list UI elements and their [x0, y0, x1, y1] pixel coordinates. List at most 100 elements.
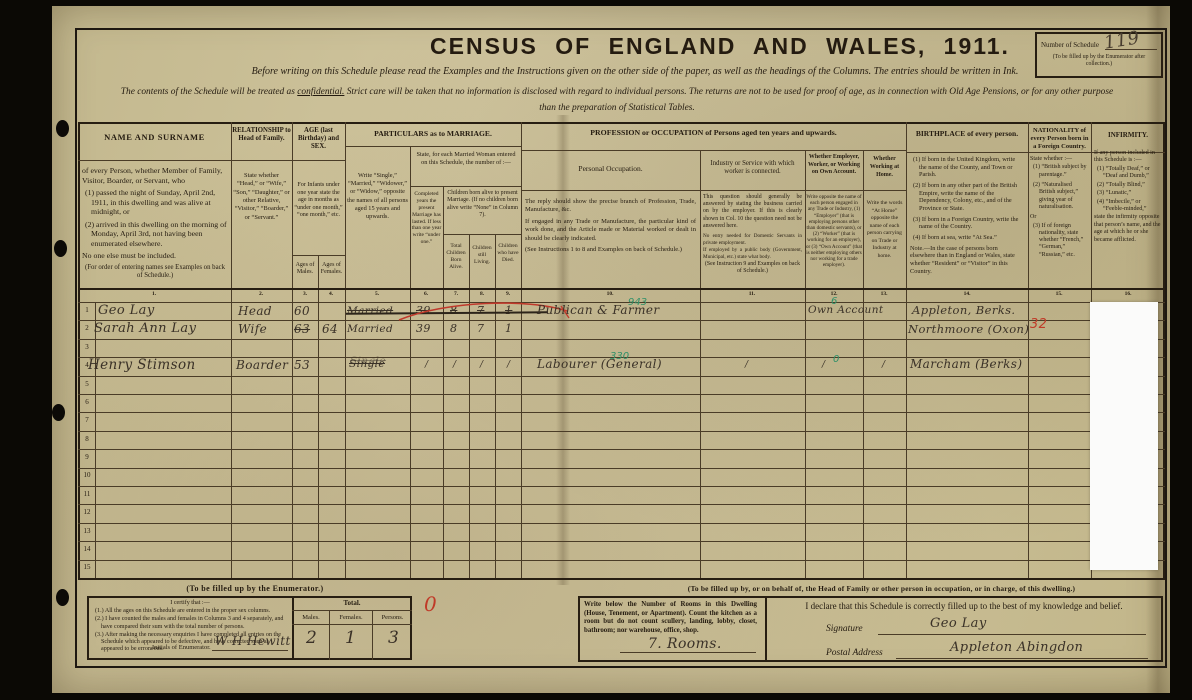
table-frame [78, 122, 1165, 580]
infirmity-desc-4: (3) “Lunatic,” [1097, 190, 1132, 197]
females-total-value: 1 [345, 628, 357, 648]
entry-age-female: 64 [322, 322, 339, 336]
postal-address-value: Appleton Abingdon [950, 640, 1084, 655]
col-personal-title: Personal Occupation. [578, 164, 643, 173]
pen-tick: / [822, 360, 826, 370]
row-line [78, 449, 1165, 450]
persons-label: Persons. [381, 614, 404, 621]
grid-line [78, 160, 345, 161]
col-number: 1. [151, 291, 157, 297]
form-outer-border [75, 28, 1167, 668]
entry-marital: Married [347, 323, 394, 335]
postal-address-label: Postal Address [826, 648, 883, 658]
grid-line [1028, 122, 1029, 578]
col-marriage-write: Write “Single,” “Married,” “Widower,” or… [347, 172, 408, 220]
col-number: 14. [963, 291, 971, 297]
col-number: 8. [479, 291, 485, 297]
personal-desc-1: The reply should show the precise branch… [525, 198, 696, 214]
col-employer-desc: Write opposite the name of each person e… [806, 194, 863, 269]
col-marriage-died: Children who have Died. [497, 243, 519, 263]
col-relationship-desc: State whether “Head,” or “Wife,” “Son,” … [233, 172, 290, 221]
grid-line [410, 186, 521, 187]
industry-desc-1: This question should generally be answer… [703, 194, 802, 229]
grid-line [863, 150, 864, 578]
col-age-males: Ages of Males. [295, 262, 315, 276]
entry-relationship: Head [238, 304, 273, 318]
signature-line [212, 650, 288, 651]
schedule-number-note: (To be filled up by the Enumerator after… [1052, 54, 1146, 67]
occupation-code-annotation: 943 [628, 297, 648, 308]
entry-children-living: 7 [477, 322, 485, 335]
nationality-desc-5: (3) If of foreign nationality, state whe… [1033, 222, 1084, 258]
col-number: 4. [328, 291, 334, 297]
entry-relationship: Wife [238, 322, 268, 336]
birthplace-item1: (1) If born in the United Kingdom, write… [913, 156, 1016, 179]
entry-name: Henry Stimson [88, 357, 196, 373]
infirmity-desc-2: (1) “Totally Deaf,” or “Deaf and Dumb,” [1097, 165, 1150, 180]
nationality-desc-1: State whether :— [1030, 156, 1072, 162]
grid-line [292, 624, 412, 625]
birthplace-item3: (3) If born in a Foreign Country, write … [913, 215, 1019, 231]
entry-age-male: 60 [294, 304, 311, 318]
col-number: 5. [374, 291, 380, 297]
red-strike-swoosh [398, 302, 570, 321]
industry-desc-4: (See Instruction 9 and Examples on back … [705, 261, 800, 275]
entry-birthplace: Appleton, Berks. [912, 303, 1016, 317]
row-number: 5 [85, 380, 89, 388]
grid-line [521, 122, 522, 578]
personal-desc-2: If engaged in any Trade or Manufacture, … [525, 217, 696, 242]
col-marriage-state: State, for each Married Woman entered on… [416, 151, 516, 166]
grid-line [906, 152, 1165, 153]
row-line [78, 412, 1165, 413]
col-marriage-total: Total Children Born Alive. [446, 243, 466, 270]
col-name-desc: of every Person, whether Member of Famil… [82, 166, 228, 283]
entry-name: Sarah Ann Lay [94, 321, 197, 336]
grid-line [231, 122, 232, 578]
entry-marital-struck: Married [347, 305, 394, 317]
row-line [78, 357, 1165, 358]
row-number: 3 [85, 343, 89, 351]
entry-children-living-struck: 7 [477, 304, 485, 317]
entry-relationship: Boarder [236, 358, 289, 372]
instruction-line-2: The contents of the Schedule will be tre… [85, 87, 1149, 97]
name-desc-item1: (1) passed the night of Sunday, April 2n… [85, 188, 216, 216]
nationality-desc-2: (1) “British subject by parentage.” [1033, 164, 1087, 178]
address-line [896, 658, 1148, 659]
grid-line [443, 186, 444, 578]
grid-line [292, 255, 345, 256]
hole-punch [56, 120, 69, 137]
nationality-desc-4: Or [1030, 214, 1037, 221]
col-number: 10. [606, 291, 614, 297]
occupation-code-annotation: 330 [610, 351, 630, 362]
redaction-overlay [1090, 302, 1158, 570]
certify-intro: I certify that :— [170, 600, 210, 606]
employment-code-annotation: 0 [833, 354, 840, 365]
entry-children-born-struck: 8 [450, 304, 458, 317]
col-employer-title: Whether Employer, Worker, or Working on … [807, 154, 861, 175]
row-number: 10 [83, 471, 91, 479]
red-zero-annotation: 0 [424, 592, 438, 616]
certify-item-1: (1.) All the ages on this Schedule are e… [95, 608, 271, 615]
schedule-number-label: Number of Schedule [1041, 41, 1099, 49]
col-age-females: Ages of Females. [320, 262, 343, 276]
row-line [78, 394, 1165, 395]
entry-marital-struck: Single [349, 358, 386, 370]
grid-line [521, 150, 906, 151]
row-line [78, 431, 1165, 432]
entry-occupation: Labourer (General) [537, 357, 662, 371]
row-number: 9 [85, 453, 89, 461]
col-nationality-desc: State whether :— (1) “British subject by… [1030, 156, 1088, 262]
col-nationality-title: NATIONALITY of every Person born in a Fo… [1030, 127, 1089, 151]
industry-desc-3: If employed by a public body (Government… [703, 247, 802, 260]
grid-line [410, 146, 411, 578]
col-number: 9. [505, 291, 511, 297]
total-label: Total. [343, 599, 361, 607]
birthplace-item2: (2) If born in any other part of the Bri… [913, 182, 1018, 213]
name-desc-note1: No one else must be included. [82, 251, 176, 260]
entry-age-male-struck: 63 [294, 322, 311, 336]
enumerator-initials-value: W H Hewitt [215, 634, 291, 648]
infirmity-desc-5: (4) “Imbecile,” or “Feeble-minded,” [1097, 198, 1147, 212]
row-number: 15 [83, 563, 91, 571]
col-number: 6. [423, 291, 429, 297]
